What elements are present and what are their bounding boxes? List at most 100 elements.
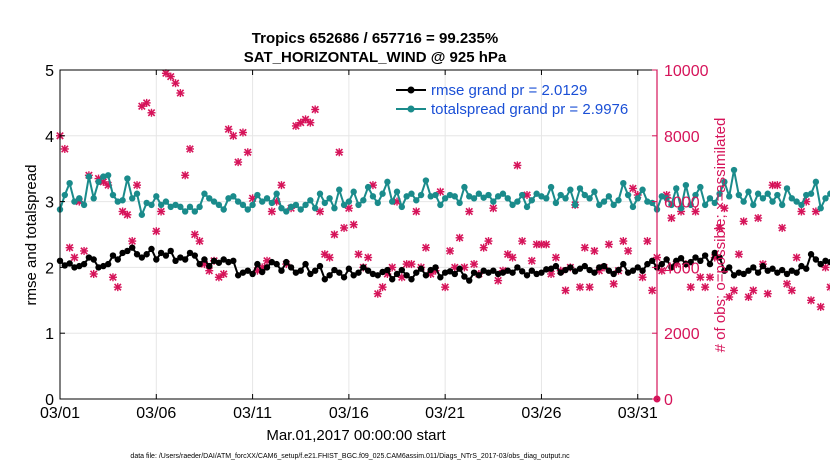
rmse-point — [803, 265, 810, 272]
totalspread-point — [682, 181, 690, 189]
totalspread-point — [302, 201, 309, 209]
totalspread-point — [523, 203, 531, 211]
rmse-point — [634, 264, 641, 271]
rmse-point — [340, 274, 348, 281]
totalspread-point — [456, 199, 463, 207]
totalspread-point — [591, 188, 598, 195]
rmse-point — [600, 262, 608, 270]
rmse-point — [263, 264, 271, 271]
rmse-point — [345, 265, 353, 272]
totalspread-point — [615, 197, 622, 204]
x-tick-label: 03/21 — [425, 405, 465, 422]
rmse-point — [783, 270, 791, 278]
totalspread-point — [750, 201, 757, 209]
obs-point — [291, 121, 300, 130]
obs-point — [744, 293, 753, 302]
totalspread-point — [355, 201, 362, 209]
obs-point — [296, 118, 305, 127]
totalspread-point — [639, 186, 646, 193]
y2-tick-label: 10000 — [664, 63, 709, 80]
totalspread-point — [624, 191, 632, 199]
totalspread-point — [181, 208, 189, 215]
rmse-point — [547, 265, 555, 272]
x-tick-label: 03/01 — [40, 405, 80, 422]
rmse-point — [408, 276, 415, 283]
rmse-point — [677, 254, 685, 262]
obs-point — [561, 286, 570, 295]
totalspread-point — [177, 203, 184, 211]
rmse-point — [162, 252, 170, 259]
rmse-point — [90, 256, 97, 263]
rmse-point — [331, 266, 338, 274]
obs-point — [118, 207, 127, 216]
rmse-point — [302, 260, 309, 268]
rmse-point — [721, 267, 728, 274]
totalspread-point — [509, 201, 516, 209]
y-tick-label: 1 — [45, 326, 54, 343]
rmse-point — [95, 264, 102, 271]
obs-point — [181, 171, 190, 180]
obs-point — [580, 243, 589, 252]
obs-point — [749, 286, 758, 295]
totalspread-point — [499, 190, 507, 197]
totalspread-point — [807, 190, 815, 197]
rmse-point — [456, 265, 463, 272]
rmse-point — [100, 262, 107, 270]
totalspread-point — [769, 198, 776, 205]
totalspread-point — [441, 195, 449, 202]
totalspread-point — [533, 190, 540, 197]
rmse-point — [701, 252, 709, 259]
rmse-point — [369, 270, 377, 278]
rmse-point — [494, 270, 502, 278]
rmse-point — [533, 270, 540, 278]
series-layer — [56, 69, 830, 403]
rmse-point — [297, 267, 304, 274]
obs-point — [628, 184, 637, 193]
rmse-point — [167, 247, 174, 255]
rmse-point — [268, 258, 276, 266]
rmse-point — [682, 260, 690, 268]
totalspread-point — [600, 198, 608, 205]
totalspread-point — [730, 166, 738, 174]
obs-point — [778, 223, 787, 232]
obs-point — [161, 69, 170, 78]
obs-point — [330, 230, 339, 239]
totalspread-point — [345, 198, 353, 205]
chart-title: Tropics 652686 / 657716 = 99.235% — [252, 30, 498, 47]
rmse-point — [466, 277, 473, 284]
obs-point — [219, 269, 228, 278]
obs-point — [185, 144, 194, 153]
rmse-point — [697, 257, 704, 265]
totalspread-point — [562, 195, 569, 202]
totalspread-point — [100, 173, 107, 180]
rmse-point — [778, 266, 786, 274]
rmse-point — [451, 270, 458, 278]
totalspread-point — [475, 190, 483, 197]
y-tick-label: 2 — [45, 260, 54, 277]
obs-point — [470, 260, 479, 269]
obs-point — [128, 237, 137, 246]
obs-point — [686, 283, 695, 292]
obs-point — [195, 237, 204, 246]
rmse-point — [610, 270, 617, 278]
rmse-point — [596, 264, 603, 271]
totalspread-point — [292, 201, 300, 209]
obs-point — [715, 223, 724, 232]
obs-point — [60, 144, 69, 153]
totalspread-point — [417, 191, 425, 199]
rmse-point — [528, 267, 536, 274]
totalspread-point — [162, 198, 170, 205]
rmse-point — [273, 260, 280, 268]
totalspread-point — [822, 195, 829, 202]
rmse-point — [658, 260, 666, 268]
totalspread-point — [191, 208, 199, 215]
totalspread-point — [528, 197, 536, 204]
obs-point — [378, 283, 387, 292]
rmse-point — [499, 269, 507, 276]
rmse-point — [581, 262, 588, 270]
y-axis-label: rmse and totalspread — [23, 165, 40, 306]
totalspread-point — [793, 198, 800, 205]
obs-point — [691, 207, 700, 216]
totalspread-point — [148, 201, 155, 209]
obs-point — [445, 246, 454, 255]
